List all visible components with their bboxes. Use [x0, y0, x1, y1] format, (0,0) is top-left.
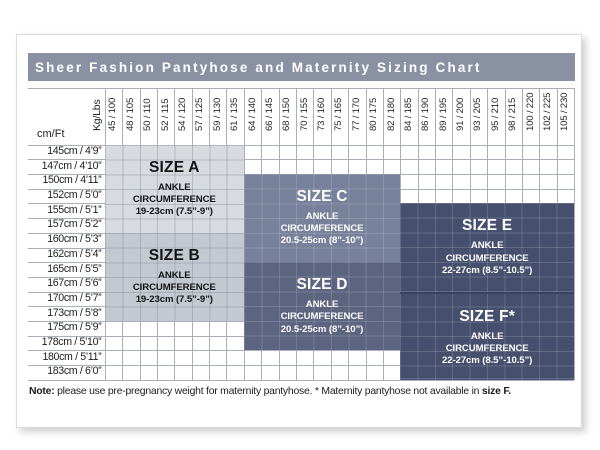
row-label: 175cm / 5’9”: [47, 321, 102, 334]
row-label: 173cm / 5’8”: [47, 306, 102, 319]
row-label: 167cm / 5’6”: [47, 277, 102, 290]
size-region-sizea: SIZE A ANKLE CIRCUMFERENCE 19-23cm (7.5”-9”…: [104, 144, 244, 233]
column-label: 102 / 225: [541, 92, 553, 131]
row-label: 183cm / 6’0”: [47, 365, 102, 378]
column-label: 75 / 165: [333, 97, 345, 131]
size-region-description: ANKLE CIRCUMFERENCE 20.5-25cm (8”-10”): [280, 299, 364, 335]
footnote-text: please use pre-pregnancy weight for mate…: [54, 386, 482, 397]
column-label: 93 / 205: [472, 97, 484, 131]
grid-line-horizontal: [28, 379, 575, 381]
column-label: 45 / 100: [107, 97, 119, 131]
column-label: 84 / 185: [402, 97, 414, 131]
column-label: 98 / 215: [507, 97, 519, 131]
chart-title: Sheer Fashion Pantyhose and Maternity Si…: [35, 59, 482, 75]
column-label: 50 / 110: [142, 98, 154, 131]
size-region-sized: SIZE D ANKLE CIRCUMFERENCE 20.5-25cm (8”-10…: [243, 262, 401, 351]
size-region-label: SIZE A: [149, 158, 200, 176]
size-region-description: ANKLE CIRCUMFERENCE 19-23cm (7.5”-9”): [132, 181, 216, 218]
size-region-sizec: SIZE C ANKLE CIRCUMFERENCE 20.5-25cm (8”-10…: [243, 174, 401, 263]
size-region-sizef: SIZE F* ANKLE CIRCUMFERENCE 22-27cm (8.5”-1…: [400, 291, 575, 380]
column-label: 68 / 150: [281, 97, 293, 131]
column-label: 70 / 155: [298, 97, 310, 131]
size-region-description: ANKLE CIRCUMFERENCE 22-27cm (8.5”-10.5”): [442, 330, 533, 366]
row-label: 157cm / 5’2”: [47, 218, 102, 231]
column-label: 64 / 140: [246, 97, 258, 131]
column-label: 59 / 130: [211, 97, 223, 131]
size-region-label: SIZE E: [462, 217, 513, 235]
chart-title-bar: Sheer Fashion Pantyhose and Maternity Si…: [28, 53, 575, 81]
row-label: 155cm / 5’1”: [47, 203, 102, 216]
size-region-description: ANKLE CIRCUMFERENCE 19-23cm (7.5”-9”): [132, 269, 216, 306]
column-label: 52 / 115: [159, 98, 171, 131]
row-label: 162cm / 5’4”: [47, 247, 102, 260]
row-label: 170cm / 5’7”: [47, 291, 102, 304]
column-label: 105 / 230: [559, 92, 571, 131]
size-region-label: SIZE D: [296, 276, 348, 294]
row-label: 178cm / 5’10”: [41, 336, 102, 348]
row-label: 160cm / 5’3”: [47, 233, 102, 246]
size-region-sizeb: SIZE B ANKLE CIRCUMFERENCE 19-23cm (7.5”-9”…: [104, 232, 244, 321]
footnote: Note: please use pre-pregnancy weight fo…: [29, 386, 577, 397]
column-label: 80 / 175: [368, 97, 380, 131]
grid-line-horizontal: [28, 159, 575, 161]
row-label: 145cm / 4’9”: [47, 145, 102, 158]
footnote-label: Note:: [29, 386, 55, 397]
column-label: 54 / 120: [177, 97, 188, 131]
grid-line-vertical: [574, 88, 576, 380]
row-label: 147cm / 4’10”: [41, 159, 102, 172]
column-label: 95 / 210: [489, 97, 501, 131]
size-region-label: SIZE B: [148, 246, 200, 264]
column-label: 89 / 195: [437, 97, 449, 131]
column-label: 66 / 145: [263, 97, 275, 131]
row-label: 150cm / 4’11”: [42, 174, 102, 187]
row-label: 165cm / 5’5”: [47, 262, 102, 275]
size-region-description: ANKLE CIRCUMFERENCE 20.5-25cm (8”-10”): [280, 211, 364, 247]
size-region-label: SIZE C: [296, 188, 348, 206]
weight-axis-header: Kg/Lbs: [91, 99, 104, 131]
sizing-chart-card: Sheer Fashion Pantyhose and Maternity Si…: [16, 34, 582, 428]
column-label: 48 / 105: [124, 97, 136, 131]
column-label: 57 / 125: [194, 97, 206, 131]
column-label: 82 / 180: [385, 97, 397, 131]
sizing-table: SIZE A ANKLE CIRCUMFERENCE 19-23cm (7.5”-9”…: [17, 35, 581, 427]
footnote-emphasis: size F.: [481, 386, 511, 397]
column-label: 86 / 190: [420, 97, 432, 131]
grid-line-horizontal: [28, 88, 575, 90]
size-region-label: SIZE F*: [459, 307, 515, 325]
size-region-sizee: SIZE E ANKLE CIRCUMFERENCE 22-27cm (8.5”-10…: [400, 203, 575, 292]
row-label: 152cm / 5’0”: [47, 189, 102, 202]
column-label: 73 / 160: [316, 97, 328, 131]
height-axis-header: cm/Ft: [37, 128, 65, 140]
column-label: 100 / 220: [524, 92, 536, 131]
column-label: 91 / 200: [455, 97, 467, 131]
column-label: 77 / 170: [350, 97, 362, 131]
column-label: 61 / 135: [229, 97, 241, 131]
grid-line-horizontal: [28, 350, 575, 352]
grid-line-horizontal: [28, 144, 575, 146]
size-region-description: ANKLE CIRCUMFERENCE 22-27cm (8.5”-10.5”): [442, 240, 533, 276]
row-label: 180cm / 5’11”: [42, 350, 102, 363]
grid-line-horizontal: [28, 365, 575, 367]
